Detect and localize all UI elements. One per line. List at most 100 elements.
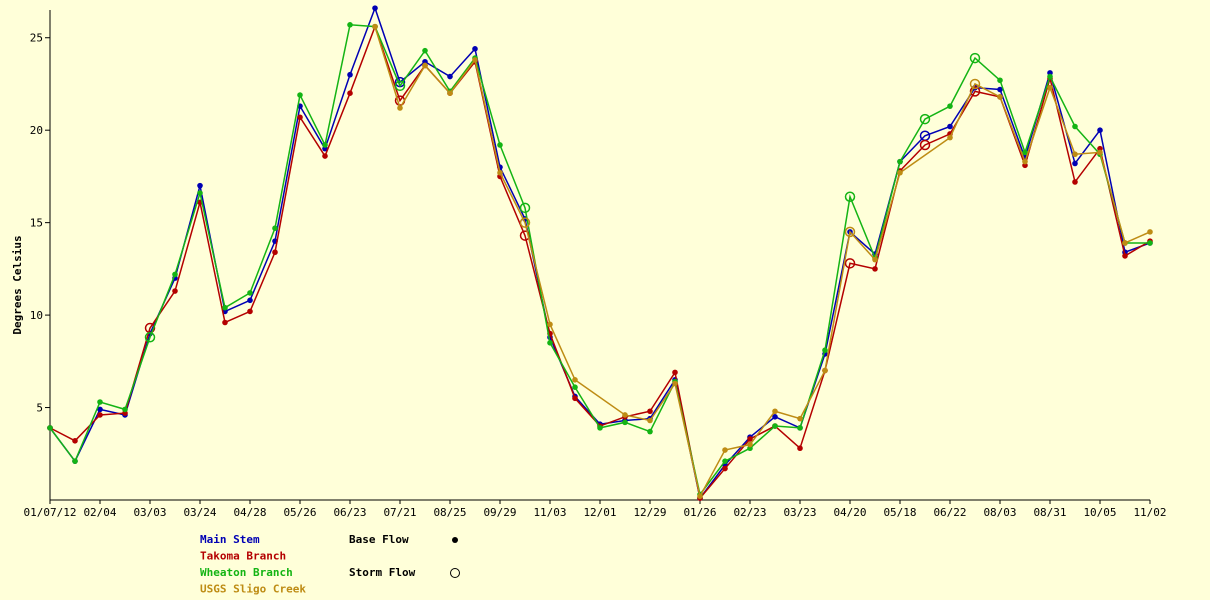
base-point — [222, 304, 228, 311]
flow-type-legend: Base Flow Storm Flow — [349, 533, 460, 579]
x-tick-label: 08/25 — [433, 506, 466, 519]
base-point — [947, 123, 953, 130]
y-tick-label: 10 — [30, 309, 43, 322]
base-point — [172, 288, 178, 294]
x-tick-label: 03/23 — [783, 506, 816, 519]
legend-entry: Wheaton Branch — [200, 566, 293, 579]
base-point — [97, 406, 103, 413]
base-point — [872, 266, 878, 272]
base-point — [722, 458, 728, 464]
x-axis-ticks: 01/07/12 02/04 03/03 03/24 04/28 05/26 06/23 07… — [24, 500, 1167, 519]
y-tick-label: 20 — [30, 124, 43, 137]
base-point — [547, 321, 553, 328]
storm-flow-label: Storm Flow — [349, 566, 416, 579]
storm-point — [519, 217, 531, 228]
base-point — [947, 134, 953, 141]
base-point — [747, 441, 753, 448]
legend-entry: USGS Sligo Creek — [200, 583, 306, 596]
storm-point — [969, 78, 981, 90]
base-point — [647, 417, 653, 424]
x-tick-label: 01/07/12 — [24, 506, 77, 519]
base-point — [572, 384, 578, 391]
base-point — [197, 182, 203, 189]
base-point — [297, 92, 303, 98]
base-point — [1047, 73, 1053, 80]
base-point — [322, 153, 328, 159]
x-tick-label: 04/28 — [233, 506, 266, 519]
base-point — [322, 142, 328, 148]
base-point — [872, 256, 878, 263]
base-point — [97, 412, 103, 418]
x-tick-label: 03/24 — [183, 506, 216, 519]
base-point — [247, 297, 253, 304]
base-point — [1072, 123, 1078, 130]
y-axis-title: Degrees Celsius — [11, 235, 24, 334]
base-point — [697, 493, 703, 500]
x-tick-label: 05/18 — [883, 506, 916, 519]
base-point — [1122, 253, 1128, 259]
base-point — [572, 395, 578, 402]
base-point — [1122, 240, 1128, 246]
series-usgs-sligo-creek — [372, 23, 1153, 500]
x-tick-label: 11/02 — [1133, 506, 1166, 519]
base-point — [397, 105, 403, 111]
base-point — [447, 73, 453, 80]
base-point — [122, 406, 128, 413]
base-point — [647, 408, 653, 415]
base-point — [222, 319, 228, 326]
base-point — [372, 5, 378, 11]
x-tick-label: 01/26 — [683, 506, 716, 519]
y-tick-label: 5 — [36, 402, 43, 415]
storm-point — [519, 202, 531, 214]
base-point — [547, 340, 553, 346]
base-point — [1097, 127, 1103, 133]
series-line — [374, 26, 1151, 499]
base-point — [622, 419, 628, 426]
base-point — [1147, 229, 1153, 235]
legend-entry: Takoma Branch — [200, 550, 286, 563]
base-point — [472, 46, 478, 52]
base-point — [722, 447, 728, 453]
base-point — [1022, 149, 1028, 156]
x-tick-label: 12/01 — [583, 506, 616, 519]
x-tick-label: 03/03 — [133, 506, 166, 519]
base-point — [1072, 151, 1078, 158]
base-point — [97, 399, 103, 405]
x-tick-label: 04/20 — [833, 506, 866, 519]
base-flow-label: Base Flow — [349, 533, 409, 546]
base-point — [497, 169, 503, 176]
base-point — [897, 169, 903, 176]
base-point — [997, 94, 1003, 100]
storm-point — [844, 258, 856, 269]
base-point — [422, 47, 428, 54]
base-point — [797, 415, 803, 422]
base-point — [947, 103, 953, 109]
y-axis-ticks: 5 10 15 20 25 — [30, 32, 50, 415]
base-flow-marker — [452, 537, 458, 543]
base-point — [447, 90, 453, 97]
base-point — [47, 425, 53, 431]
x-tick-label: 02/04 — [83, 506, 116, 519]
x-tick-label: 05/26 — [283, 506, 316, 519]
base-point — [572, 377, 578, 383]
base-point — [772, 423, 778, 429]
storm-flow-marker — [450, 568, 460, 578]
storm-point — [969, 52, 981, 64]
base-point — [997, 86, 1003, 93]
base-point — [1047, 84, 1053, 91]
base-point — [1097, 149, 1103, 156]
base-point — [272, 225, 278, 231]
base-point — [1022, 158, 1028, 165]
base-point — [272, 249, 278, 256]
x-tick-label: 09/29 — [483, 506, 516, 519]
storm-point — [969, 86, 981, 97]
base-point — [822, 347, 828, 354]
x-tick-label: 12/29 — [633, 506, 666, 519]
base-point — [197, 190, 203, 196]
base-point — [347, 71, 353, 78]
base-point — [772, 413, 778, 420]
storm-point — [844, 191, 856, 203]
base-point — [772, 408, 778, 415]
y-tick-label: 25 — [30, 32, 43, 45]
